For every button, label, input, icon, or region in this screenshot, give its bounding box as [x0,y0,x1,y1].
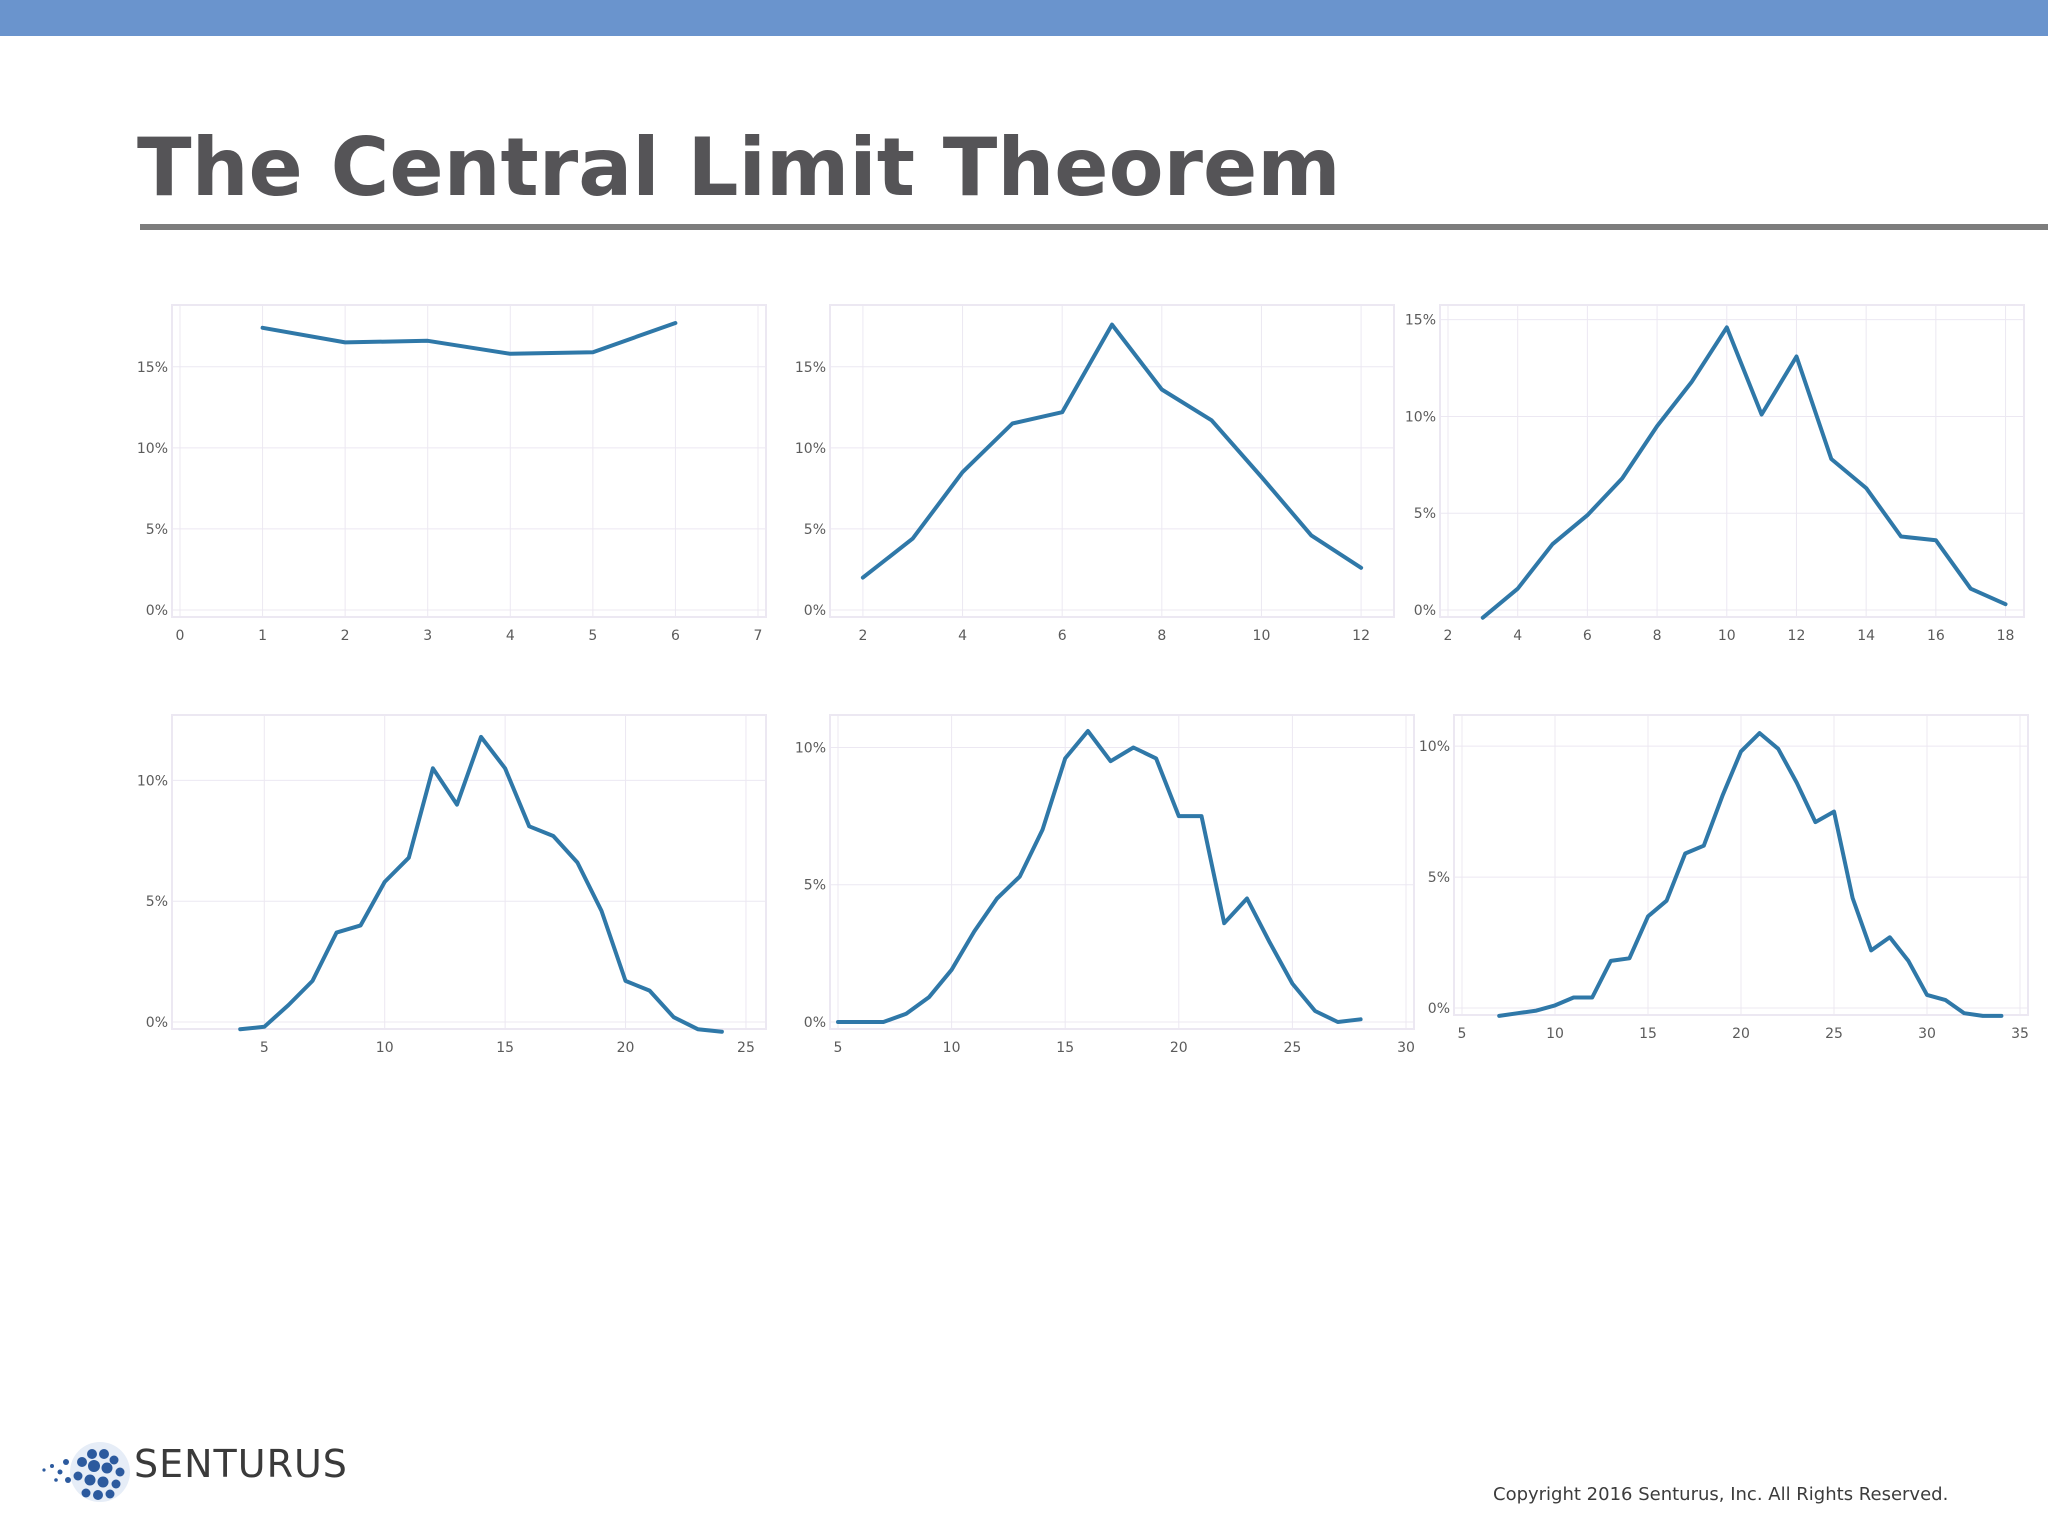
x-tick-label: 10 [1253,628,1271,644]
chart-5: 5 10 15 20 25 30 0% 5% 10% [795,714,1415,1056]
slide-title: The Central Limit Theorem [137,121,1341,214]
x-tick-label: 10 [376,1040,394,1056]
y-tick-label: 0% [146,1015,168,1031]
plot-frame [829,304,1395,618]
x-tick-label: 5 [834,1040,843,1056]
x-tick-label: 12 [1788,628,1806,644]
y-tick-label: 10% [137,773,168,789]
x-tick-label: 7 [754,628,763,644]
y-tick-label: 5% [146,894,168,910]
logo-wordmark: SENTURUS [134,1442,348,1486]
y-tick-label: 0% [804,1015,826,1031]
copyright-notice: Copyright 2016 Senturus, Inc. All Rights… [1493,1484,1949,1505]
x-tick-label: 4 [506,628,515,644]
series-line [1480,325,2008,620]
x-tick-label: 5 [1458,1026,1467,1042]
x-tick-label: 4 [1513,628,1522,644]
chart-6: 5 10 15 20 25 30 35 0% 5% 10% [1419,714,2029,1042]
plot-frame [171,304,767,618]
x-tick-label: 15 [1056,1040,1074,1056]
y-tick-label: 15% [795,360,826,376]
x-tick-label: 20 [1170,1040,1188,1056]
y-tick-label: 5% [804,878,826,894]
x-tick-label: 20 [1732,1026,1750,1042]
series-line [260,321,678,356]
x-tick-label: 4 [958,628,967,644]
chart-2: 2 4 6 8 10 12 0% 5% 10% 15% [795,304,1395,644]
x-tick-label: 2 [858,628,867,644]
y-tick-label: 15% [1405,313,1436,329]
top-accent-bar [0,0,2048,36]
plot-frame [171,714,767,1030]
x-tick-label: 6 [671,628,680,644]
chart-4: 5 10 15 20 25 0% 5% 10% [137,714,767,1056]
x-tick-label: 25 [1283,1040,1301,1056]
globe-logo-icon [42,1442,130,1502]
x-tick-label: 10 [1546,1026,1564,1042]
series-line [836,729,1363,1024]
x-tick-label: 15 [496,1040,514,1056]
plot-frame [829,714,1415,1030]
x-tick-label: 18 [1997,628,2015,644]
y-tick-label: 10% [795,441,826,457]
x-tick-label: 2 [1444,628,1453,644]
x-tick-label: 25 [737,1040,755,1056]
x-tick-label: 30 [1918,1026,1936,1042]
x-tick-label: 14 [1857,628,1875,644]
y-tick-label: 10% [137,441,168,457]
chart-1: 0 1 2 3 4 5 6 7 0% 5% 10% 15% [137,304,767,644]
x-tick-label: 5 [260,1040,269,1056]
series-line [860,322,1364,580]
x-tick-label: 5 [588,628,597,644]
y-tick-label: 10% [795,740,826,756]
x-tick-label: 30 [1397,1040,1415,1056]
x-tick-label: 16 [1927,628,1945,644]
x-tick-label: 6 [1583,628,1592,644]
x-tick-label: 8 [1653,628,1662,644]
x-tick-label: 10 [943,1040,961,1056]
x-tick-label: 12 [1352,628,1370,644]
x-tick-label: 10 [1718,628,1736,644]
x-tick-label: 1 [258,628,267,644]
x-tick-label: 8 [1157,628,1166,644]
y-tick-label: 5% [1428,870,1450,886]
chart-3: 2 4 6 8 10 12 14 16 18 0% 5% 10% 15% [1405,304,2025,644]
y-tick-label: 10% [1405,409,1436,425]
senturus-logo: SENTURUS [30,1432,350,1512]
x-tick-label: 0 [176,628,185,644]
x-tick-label: 6 [1058,628,1067,644]
y-tick-label: 0% [804,603,826,619]
series-line [1497,731,2004,1018]
y-tick-label: 5% [1414,506,1436,522]
x-tick-label: 25 [1825,1026,1843,1042]
y-tick-label: 5% [146,522,168,538]
x-tick-label: 20 [617,1040,635,1056]
title-underline [140,224,2048,230]
x-tick-label: 2 [341,628,350,644]
x-tick-label: 15 [1639,1026,1657,1042]
y-tick-label: 10% [1419,739,1450,755]
y-tick-label: 0% [146,603,168,619]
y-tick-label: 15% [137,360,168,376]
y-tick-label: 0% [1414,603,1436,619]
series-line [238,734,724,1034]
plot-frame [1439,304,2025,618]
y-tick-label: 5% [804,522,826,538]
y-tick-label: 0% [1428,1001,1450,1017]
x-tick-label: 35 [2011,1026,2029,1042]
x-tick-label: 3 [423,628,432,644]
